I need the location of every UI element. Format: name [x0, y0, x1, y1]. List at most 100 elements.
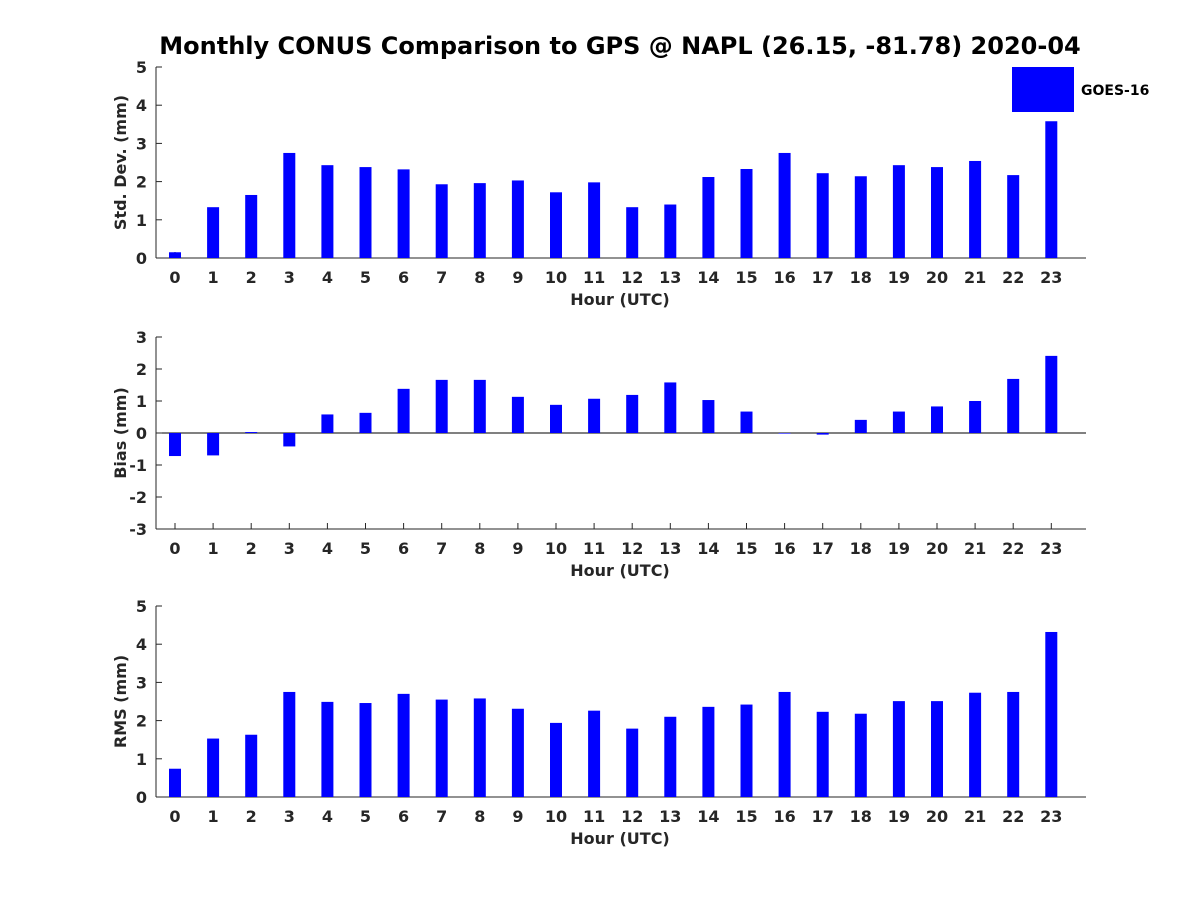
- rms-x-tick-label: 8: [474, 807, 485, 826]
- bias-bar-hour-8: [473, 379, 486, 433]
- bias-x-tick-label: 22: [1002, 539, 1024, 558]
- std-dev-x-tick-label: 7: [436, 268, 447, 287]
- std-dev-y-tick-label: 1: [136, 211, 147, 230]
- rms-bar-hour-0: [169, 768, 181, 797]
- std-dev-bar-hour-15: [740, 168, 753, 258]
- bias-x-tick-label: 20: [926, 539, 948, 558]
- rms-x-tick-label: 15: [735, 807, 757, 826]
- bias-x-tick-label: 1: [208, 539, 219, 558]
- legend-swatch-goes-16: [1012, 67, 1074, 112]
- bias-bar-hour-18: [854, 419, 867, 433]
- std-dev-x-tick-label: 22: [1002, 268, 1024, 287]
- rms-bar-hour-20: [931, 701, 943, 797]
- rms-x-tick-label: 18: [850, 807, 872, 826]
- bias-x-tick-label: 21: [964, 539, 986, 558]
- bias-x-tick-label: 23: [1040, 539, 1062, 558]
- rms-bar-hour-3: [283, 691, 296, 797]
- figure-title: Monthly CONUS Comparison to GPS @ NAPL (…: [159, 32, 1080, 60]
- bias-bar-hour-17: [816, 433, 829, 435]
- rms-x-tick-label: 5: [360, 807, 371, 826]
- std-dev-x-tick-label: 12: [621, 268, 643, 287]
- std-dev-x-tick-label: 9: [512, 268, 523, 287]
- rms-bar-hour-12: [626, 728, 639, 797]
- std-dev-x-tick-label: 20: [926, 268, 948, 287]
- bias-y-tick-label: -3: [129, 520, 147, 539]
- rms-bar-hour-22: [1007, 691, 1020, 797]
- std-dev-bar-hour-14: [702, 177, 715, 258]
- std-dev-bar-hour-20: [931, 167, 943, 258]
- rms-x-tick-label: 2: [246, 807, 257, 826]
- legend-label-goes-16: GOES-16: [1081, 83, 1149, 99]
- bias-y-axis-label: Bias (mm): [111, 387, 130, 479]
- std-dev-x-tick-label: 4: [322, 268, 333, 287]
- rms-bar-hour-4: [321, 701, 334, 797]
- std-dev-x-tick-label: 15: [735, 268, 757, 287]
- bias-bar-hour-10: [550, 404, 562, 433]
- std-dev-y-tick-label: 4: [136, 96, 147, 115]
- rms-bar-hour-14: [702, 706, 715, 797]
- rms-bar-hour-16: [778, 691, 791, 797]
- bias-x-tick-label: 0: [169, 539, 180, 558]
- bias-bar-hour-9: [511, 396, 524, 433]
- rms-x-tick-label: 13: [659, 807, 681, 826]
- bias-bar-hour-3: [283, 433, 296, 447]
- rms-y-tick-label: 2: [136, 712, 147, 731]
- bias-x-tick-label: 10: [545, 539, 567, 558]
- rms-x-axis-label: Hour (UTC): [570, 829, 670, 848]
- std-dev-bar-hour-23: [1045, 121, 1058, 258]
- bias-x-tick-label: 7: [436, 539, 447, 558]
- bias-x-tick-label: 12: [621, 539, 643, 558]
- std-dev-x-tick-label: 11: [583, 268, 605, 287]
- std-dev-bar-hour-3: [283, 152, 296, 258]
- rms-y-tick-label: 4: [136, 635, 147, 654]
- rms-bar-hour-23: [1045, 631, 1058, 797]
- bias-y-tick-label: -1: [129, 456, 147, 475]
- rms-bar-hour-17: [816, 711, 829, 797]
- rms-bar-hour-19: [892, 701, 905, 797]
- bias-x-tick-label: 9: [512, 539, 523, 558]
- rms-bar-hour-21: [969, 692, 982, 797]
- std-dev-bar-hour-0: [169, 252, 181, 258]
- bias-x-tick-label: 6: [398, 539, 409, 558]
- rms-x-tick-label: 20: [926, 807, 948, 826]
- rms-x-tick-label: 16: [773, 807, 795, 826]
- rms-bar-hour-6: [397, 693, 410, 797]
- rms-bar-hour-18: [854, 713, 867, 797]
- std-dev-bar-hour-7: [435, 184, 448, 258]
- bias-bar-hour-19: [892, 411, 905, 433]
- rms-bar-hour-15: [740, 704, 753, 797]
- bias-bar-hour-2: [245, 432, 258, 433]
- bias-x-tick-label: 3: [284, 539, 295, 558]
- bias-y-tick-label: 3: [136, 328, 147, 347]
- std-dev-x-tick-label: 0: [169, 268, 180, 287]
- rms-x-tick-label: 14: [697, 807, 719, 826]
- bias-x-tick-label: 8: [474, 539, 485, 558]
- std-dev-bar-hour-2: [245, 194, 258, 258]
- bias-bar-hour-1: [207, 433, 220, 456]
- std-dev-bar-hour-13: [664, 204, 677, 258]
- std-dev-y-tick-label: 5: [136, 58, 147, 77]
- std-dev-x-tick-label: 16: [773, 268, 795, 287]
- std-dev-y-tick-label: 2: [136, 173, 147, 192]
- rms-x-tick-label: 6: [398, 807, 409, 826]
- bias-y-tick-label: 0: [136, 424, 147, 443]
- bias-bar-hour-21: [969, 401, 982, 433]
- rms-x-tick-label: 17: [812, 807, 834, 826]
- bias-x-axis-label: Hour (UTC): [570, 561, 670, 580]
- bias-bar-hour-13: [664, 382, 677, 433]
- bias-y-tick-label: 1: [136, 392, 147, 411]
- std-dev-y-tick-label: 3: [136, 134, 147, 153]
- std-dev-bar-hour-1: [207, 207, 220, 258]
- std-dev-bar-hour-18: [854, 176, 867, 258]
- std-dev-x-tick-label: 13: [659, 268, 681, 287]
- rms-x-tick-label: 11: [583, 807, 605, 826]
- bias-x-tick-label: 4: [322, 539, 333, 558]
- bias-bar-hour-12: [626, 394, 639, 433]
- bias-x-tick-label: 17: [812, 539, 834, 558]
- bias-bar-hour-6: [397, 388, 410, 433]
- std-dev-x-tick-label: 8: [474, 268, 485, 287]
- bias-x-tick-label: 14: [697, 539, 719, 558]
